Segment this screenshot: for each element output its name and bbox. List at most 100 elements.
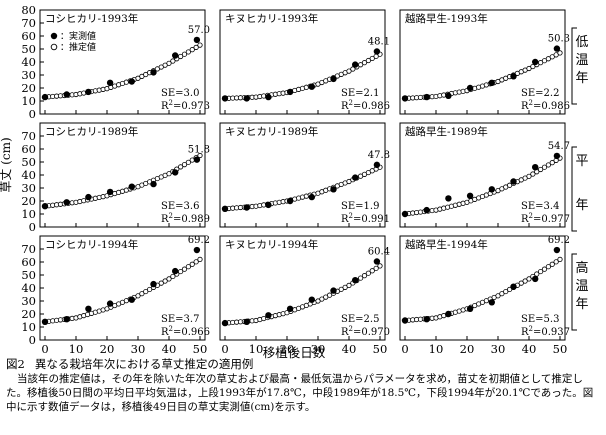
observed-point	[553, 45, 561, 52]
row-label-char: 年	[575, 297, 588, 312]
y-tick-label: 70	[21, 129, 36, 143]
row-label-3: 高温年	[571, 253, 589, 331]
panel-title: コシヒカリ-1994年	[45, 238, 138, 251]
observed-point	[106, 79, 114, 87]
estimated-point	[166, 60, 172, 66]
estimated-point	[189, 261, 195, 267]
y-tick-label: 20	[21, 81, 36, 95]
se-value: SE=3.4	[521, 201, 559, 212]
panel-title: コシヒカリ-1993年	[45, 12, 138, 25]
observed-point	[330, 75, 337, 83]
observed-point	[352, 174, 359, 181]
data-label-day49: 51.8	[188, 145, 210, 156]
estimated-point	[538, 166, 544, 173]
row-label-2: 平年	[571, 146, 589, 232]
estimated-point	[197, 42, 203, 48]
estimated-point	[185, 264, 191, 270]
panel-title: 越路早生-1994年	[405, 238, 488, 251]
caption-title: 異なる栽培年次における草丈推定の適用例	[34, 357, 254, 371]
observed-point	[41, 93, 49, 101]
observed-point	[553, 152, 561, 160]
x-tick-label: 0	[401, 342, 408, 356]
r2-value: R2=0.991	[341, 212, 390, 225]
observed-point	[553, 246, 561, 254]
y-tick-label: 60	[21, 142, 36, 156]
observed-point	[221, 319, 229, 327]
estimated-point	[170, 273, 176, 280]
observed-point	[373, 48, 381, 55]
panel-3: 越路早生-1993年 50.3 SE=2.2R2=0.986	[399, 9, 570, 115]
observed-point	[308, 83, 315, 90]
estimated-point	[181, 162, 188, 168]
estimated-point	[197, 256, 203, 262]
observed-point	[445, 195, 452, 202]
observed-point	[286, 197, 294, 205]
x-tick-label: 30	[131, 342, 146, 356]
estimated-point	[166, 276, 172, 282]
estimated-point	[557, 256, 563, 262]
observed-point	[488, 299, 495, 306]
panel-title: コシヒカリ-1989年	[45, 125, 138, 138]
estimated-point	[139, 291, 145, 297]
estimated-point	[522, 278, 528, 284]
se-value: SE=3.6	[161, 201, 199, 212]
estimated-point	[193, 44, 199, 50]
observed-point	[63, 199, 70, 206]
observed-point	[373, 161, 381, 169]
y-tick-label: 10	[21, 94, 36, 108]
panel-frame	[219, 235, 386, 341]
estimated-point	[518, 280, 524, 286]
observed-point	[488, 186, 495, 193]
observed-point	[265, 201, 272, 209]
observed-point	[85, 305, 92, 312]
legend-observed-label: ：実測値	[60, 30, 96, 42]
observed-point	[401, 317, 409, 324]
observed-point	[63, 316, 70, 323]
x-axis-label: 移植後日数	[263, 345, 326, 360]
observed-point	[243, 204, 250, 211]
estimated-point	[166, 171, 172, 177]
figure-caption: 図2 異なる栽培年次における草丈推定の適用例 当該年の推定値は，その年を除いた年次…	[6, 357, 602, 414]
estimated-point	[495, 293, 501, 299]
observed-point	[150, 69, 157, 76]
observed-point	[466, 305, 474, 312]
estimated-point	[549, 261, 555, 267]
observed-point	[510, 178, 517, 185]
y-tick-label: 80	[21, 3, 36, 17]
y-tick-label: 10	[21, 207, 36, 221]
estimated-point	[178, 53, 184, 60]
x-tick-label: 10	[69, 342, 84, 356]
observed-point	[510, 283, 517, 290]
x-tick-label: 50	[553, 342, 568, 356]
row-label-char: 温	[575, 53, 588, 68]
data-label-day49: 69.2	[188, 235, 210, 246]
y-tick-label: 40	[21, 168, 36, 182]
se-value: SE=3.0	[161, 88, 199, 99]
row-bracket	[571, 253, 577, 331]
estimated-point	[170, 58, 176, 64]
y-tick-label: 50	[21, 155, 36, 169]
y-tick-label: 20	[21, 307, 36, 321]
row-label-char: 年	[575, 198, 588, 213]
observed-point	[243, 95, 250, 102]
se-value: SE=2.1	[341, 88, 379, 99]
observed-point	[466, 84, 474, 92]
caption-title-line: 図2 異なる栽培年次における草丈推定の適用例	[6, 357, 602, 371]
observed-point	[510, 73, 517, 80]
estimated-point	[541, 164, 548, 170]
observed-point	[445, 310, 452, 318]
panel-8: 0 10 20 30 40 50 キヌヒカリ-1994年 60.4 SE=2.5R2=0.970	[219, 235, 390, 356]
se-value: SE=3.7	[161, 314, 199, 325]
panel-title: 越路早生-1989年	[405, 125, 488, 138]
row-bracket	[571, 146, 577, 232]
caption-body: 当該年の推定値は，その年を除いた年次の草丈および最高・最低気温からパラメータを求…	[6, 373, 594, 413]
legend-estimated-marker	[50, 43, 58, 51]
panel-title: キヌヒカリ-1989年	[225, 125, 318, 138]
y-tick-label: 30	[21, 181, 36, 195]
estimated-point	[197, 152, 203, 159]
estimated-point	[369, 268, 375, 274]
estimated-point	[346, 68, 352, 74]
panel-frame	[399, 235, 566, 341]
caption-number: 図2	[6, 357, 25, 371]
